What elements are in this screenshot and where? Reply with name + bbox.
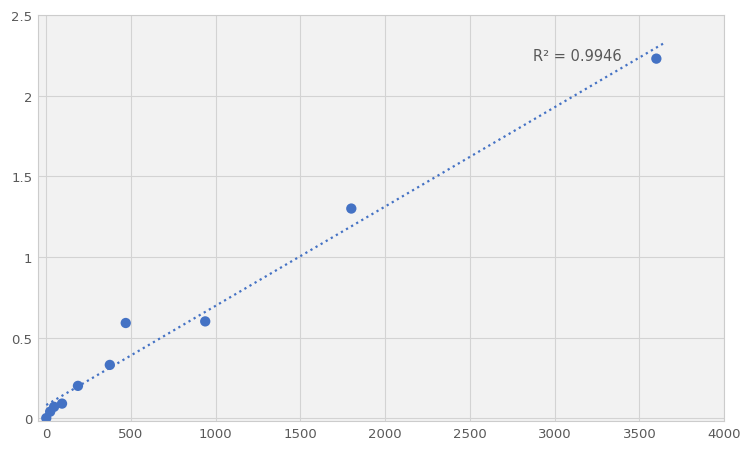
Point xyxy=(104,362,116,369)
Point xyxy=(48,403,60,410)
Point xyxy=(345,206,357,213)
Point xyxy=(41,414,53,422)
Point xyxy=(72,382,84,390)
Point xyxy=(199,318,211,325)
Point xyxy=(56,400,68,407)
Point xyxy=(120,320,132,327)
Text: R² = 0.9946: R² = 0.9946 xyxy=(532,49,621,64)
Point xyxy=(44,408,56,415)
Point xyxy=(650,56,663,63)
